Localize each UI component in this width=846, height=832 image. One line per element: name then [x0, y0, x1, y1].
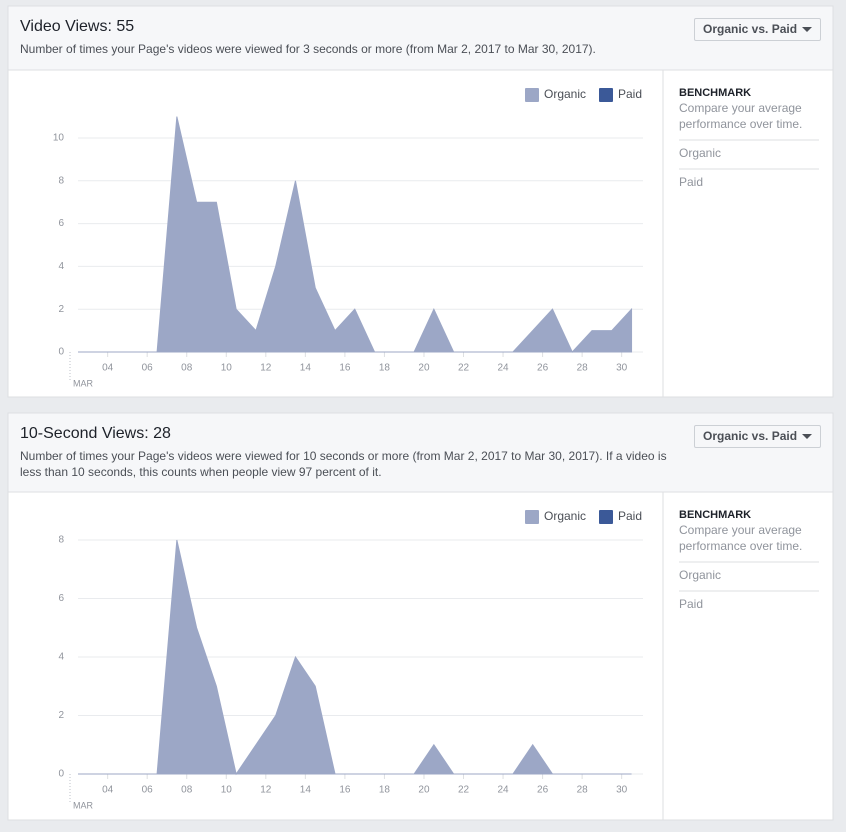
x-tick-label: 12: [260, 785, 272, 796]
x-tick-label: 08: [181, 363, 193, 374]
area: [78, 539, 632, 776]
x-tick-label: 12: [260, 363, 272, 374]
legend-label: Paid: [618, 87, 642, 101]
panel-subtitle: Number of times your Page's videos were …: [20, 449, 667, 479]
benchmark-item[interactable]: Paid: [679, 597, 704, 611]
x-tick-label: 10: [221, 785, 233, 796]
y-tick-label: 10: [53, 133, 65, 144]
y-tick-label: 2: [58, 710, 64, 721]
x-axis-label: MAR: [73, 800, 94, 810]
y-tick-label: 4: [58, 261, 64, 272]
x-tick-label: 14: [300, 363, 312, 374]
x-tick-label: 24: [497, 785, 509, 796]
x-tick-label: 08: [181, 785, 193, 796]
legend-swatch: [525, 510, 539, 524]
legend-label: Organic: [544, 509, 586, 523]
x-tick-label: 06: [142, 363, 154, 374]
panel: [7, 5, 834, 398]
benchmark-text: Compare your average performance over ti…: [679, 101, 803, 131]
x-tick-label: 22: [458, 785, 470, 796]
x-tick-label: 30: [616, 785, 628, 796]
dropdown-button[interactable]: Organic vs. Paid: [694, 425, 822, 448]
benchmark-item[interactable]: Paid: [679, 175, 704, 189]
x-tick-label: 28: [577, 785, 589, 796]
x-tick-label: 20: [418, 785, 430, 796]
x-tick-label: 18: [379, 363, 391, 374]
benchmark-item[interactable]: Organic: [679, 146, 722, 160]
y-tick-label: 6: [58, 593, 64, 604]
x-tick-label: 14: [300, 785, 312, 796]
benchmark-title: BENCHMARK: [679, 87, 752, 99]
legend-swatch: [599, 510, 613, 524]
legend-label: Paid: [618, 509, 642, 523]
y-tick-label: 2: [58, 304, 64, 315]
legend-label: Organic: [544, 87, 586, 101]
x-tick-label: 04: [102, 363, 114, 374]
y-tick-label: 8: [58, 175, 64, 186]
y-tick-label: 6: [58, 218, 64, 229]
y-tick-label: 4: [58, 652, 64, 663]
x-tick-label: 06: [142, 785, 154, 796]
legend-swatch: [525, 88, 539, 102]
panel-subtitle: Number of times your Page's videos were …: [20, 42, 596, 56]
x-tick-label: 26: [537, 785, 549, 796]
dropdown-button[interactable]: Organic vs. Paid: [694, 18, 822, 41]
y-tick-label: 8: [58, 535, 64, 546]
x-tick-label: 26: [537, 363, 549, 374]
y-tick-label: 0: [58, 347, 64, 358]
x-tick-label: 28: [577, 363, 589, 374]
x-tick-label: 20: [418, 363, 430, 374]
benchmark-title: BENCHMARK: [679, 509, 752, 521]
x-axis-label: MAR: [73, 378, 94, 388]
benchmark-text: Compare your average performance over ti…: [679, 523, 803, 553]
legend-swatch: [599, 88, 613, 102]
x-tick-label: 18: [379, 785, 391, 796]
x-tick-label: 04: [102, 785, 114, 796]
benchmark-item[interactable]: Organic: [679, 568, 722, 582]
panel-title: 10-Second Views: 28: [20, 425, 171, 442]
x-tick-label: 30: [616, 363, 628, 374]
x-tick-label: 22: [458, 363, 470, 374]
area: [78, 116, 633, 353]
x-tick-label: 24: [497, 363, 509, 374]
x-tick-label: 10: [221, 363, 233, 374]
x-tick-label: 16: [339, 363, 351, 374]
y-tick-label: 0: [58, 769, 64, 780]
x-tick-label: 16: [339, 785, 351, 796]
panel-title: Video Views: 55: [20, 18, 135, 35]
